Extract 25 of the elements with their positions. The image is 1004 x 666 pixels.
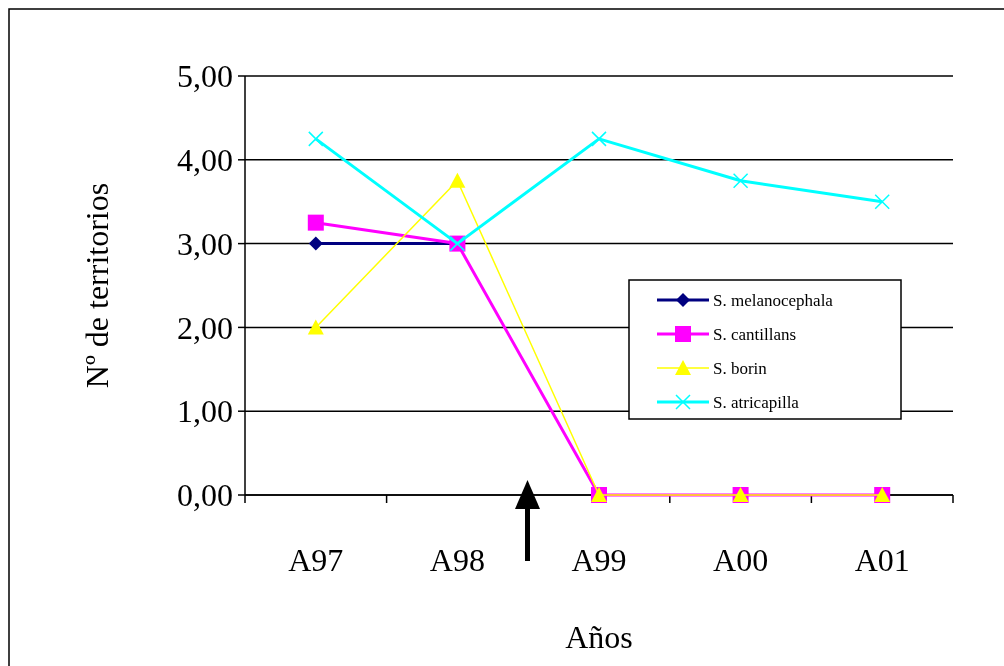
x-tick-label: A99: [571, 542, 627, 578]
y-tick-label: 5,00: [177, 58, 233, 95]
point: [307, 319, 324, 335]
y-axis-title: Nº de territorios: [79, 182, 115, 389]
point: [308, 236, 323, 251]
x-tick-label: A01: [854, 542, 910, 578]
point: [307, 214, 324, 231]
legend-label: S. atricapilla: [713, 392, 800, 412]
point: [308, 131, 324, 147]
y-tick-label: 4,00: [177, 142, 233, 178]
y-tick-label: 1,00: [177, 393, 233, 430]
point: [591, 131, 607, 147]
point: [732, 173, 749, 189]
point: [874, 193, 890, 210]
legend-label: S. melanocephala: [713, 290, 834, 310]
x-tick-label: A98: [429, 542, 485, 578]
y-tick-label: 2,00: [177, 309, 233, 346]
y-tick-label: 0,00: [177, 477, 233, 514]
point: [449, 172, 466, 188]
y-tick-label: 3,00: [177, 225, 233, 262]
legend-label: S. borin: [713, 358, 768, 378]
x-tick-label: A97: [288, 542, 344, 578]
x-tick-label: A00: [713, 542, 769, 578]
legend-label: S. cantillans: [713, 324, 797, 344]
x-axis-title: Años: [565, 619, 633, 655]
